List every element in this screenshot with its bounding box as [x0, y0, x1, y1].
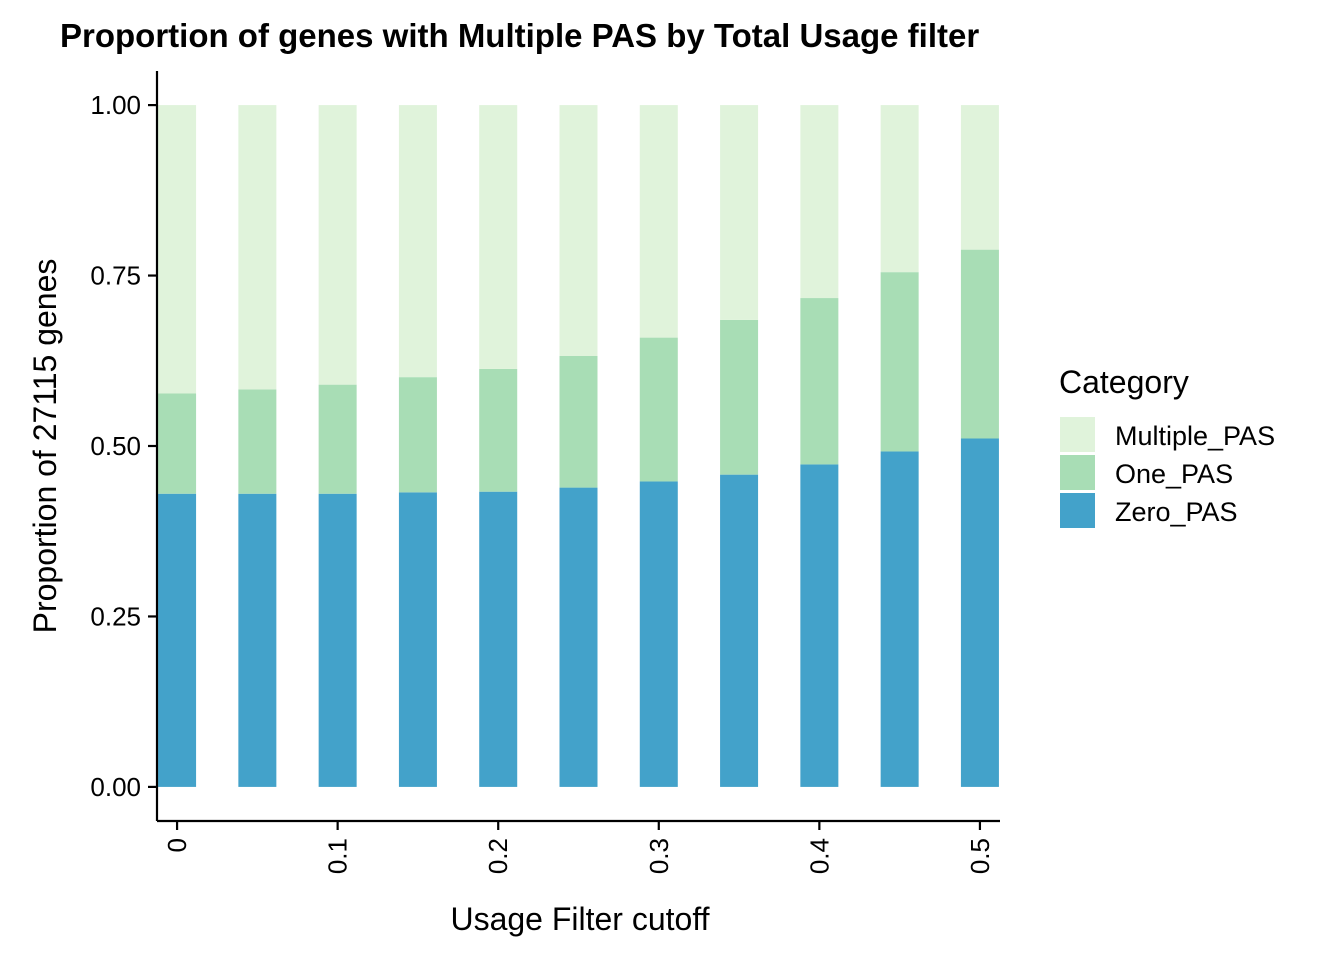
y-axis-title: Proportion of 27115 genes [27, 259, 63, 634]
bar-zero-pas-5 [559, 487, 598, 787]
bar-one-pas-7 [720, 319, 759, 475]
chart-title: Proportion of genes with Multiple PAS by… [60, 17, 979, 54]
bar-multiple-pas-1 [238, 105, 277, 390]
bar-multiple-pas-9 [880, 105, 919, 273]
bar-one-pas-10 [960, 249, 999, 439]
bar-zero-pas-8 [800, 464, 839, 787]
bar-multiple-pas-8 [800, 105, 839, 299]
bar-multiple-pas-0 [158, 105, 197, 394]
bar-zero-pas-6 [639, 481, 678, 787]
bar-one-pas-3 [398, 377, 437, 493]
x-tick-label: 0.4 [804, 838, 834, 874]
x-axis-title: Usage Filter cutoff [450, 901, 709, 937]
bar-zero-pas-9 [880, 451, 919, 787]
bar-one-pas-5 [559, 356, 598, 488]
legend-title: Category [1059, 364, 1189, 400]
x-tick-label: 0.3 [644, 838, 674, 874]
bar-zero-pas-1 [238, 493, 277, 787]
legend: Category Multiple_PAS One_PAS Zero_PAS [1059, 364, 1275, 528]
bar-zero-pas-0 [158, 493, 197, 787]
legend-swatch-multiple-pas [1060, 417, 1095, 452]
bar-one-pas-2 [318, 384, 357, 494]
bar-zero-pas-10 [960, 438, 999, 787]
y-tick-label: 0.25 [90, 601, 141, 631]
x-tick-label: 0.2 [483, 838, 513, 874]
bar-multiple-pas-10 [960, 105, 999, 250]
bar-multiple-pas-5 [559, 105, 598, 356]
x-tick-label: 0.5 [965, 838, 995, 874]
bars-group [158, 105, 999, 787]
bar-multiple-pas-3 [398, 105, 437, 378]
y-tick-label: 0.00 [90, 772, 141, 802]
legend-swatch-zero-pas [1060, 493, 1095, 528]
bar-zero-pas-4 [479, 491, 518, 787]
y-tick-label: 0.50 [90, 431, 141, 461]
bar-multiple-pas-4 [479, 105, 518, 369]
bar-zero-pas-2 [318, 493, 357, 787]
y-axis-ticks: 0.00 0.25 0.50 0.75 1.00 [90, 90, 157, 802]
bar-multiple-pas-6 [639, 105, 678, 338]
bar-one-pas-9 [880, 272, 919, 452]
y-tick-label: 0.75 [90, 261, 141, 291]
bar-one-pas-6 [639, 337, 678, 482]
bar-one-pas-4 [479, 368, 518, 492]
legend-label-multiple-pas: Multiple_PAS [1115, 421, 1275, 451]
legend-label-zero-pas: Zero_PAS [1115, 497, 1238, 527]
bar-one-pas-1 [238, 389, 277, 494]
bar-zero-pas-3 [398, 492, 437, 787]
bar-multiple-pas-2 [318, 105, 357, 385]
legend-label-one-pas: One_PAS [1115, 459, 1233, 489]
bar-one-pas-0 [158, 393, 197, 494]
x-axis-ticks: 0 0.1 0.2 0.3 0.4 0.5 [162, 821, 995, 874]
bar-one-pas-8 [800, 298, 839, 465]
legend-swatch-one-pas [1060, 455, 1095, 490]
bar-zero-pas-7 [720, 474, 759, 787]
x-tick-label: 0.1 [323, 838, 353, 874]
bar-multiple-pas-7 [720, 105, 759, 320]
y-tick-label: 1.00 [90, 90, 141, 120]
x-tick-label: 0 [162, 838, 192, 852]
